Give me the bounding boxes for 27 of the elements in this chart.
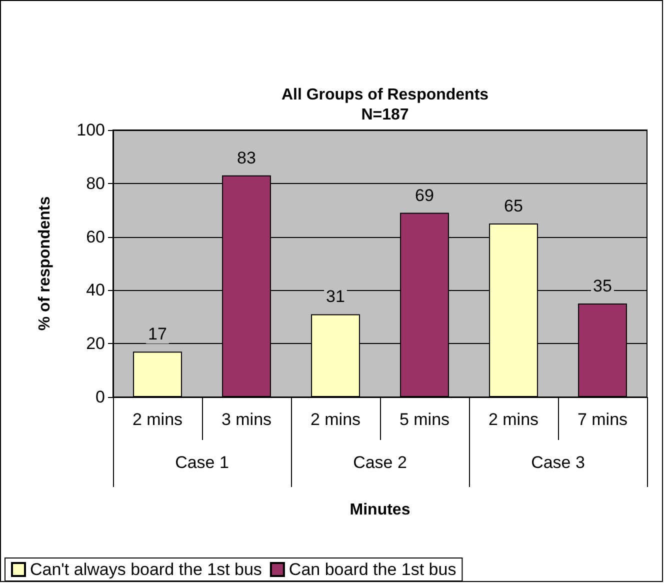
y-tick-label: 40 [86, 280, 105, 300]
x-tick-label: 7 mins [577, 410, 628, 429]
x-tick-label: 2 mins [310, 410, 361, 429]
data-label: 17 [148, 324, 167, 344]
x-axis-title: Minutes [350, 502, 410, 518]
data-label: 31 [326, 287, 345, 306]
x-tick-label: 3 mins [221, 410, 272, 429]
text: Case 1 [175, 453, 229, 472]
legend-label: Can't always board the 1st bus [30, 560, 262, 579]
chart-title: All Groups of Respondents [281, 86, 489, 104]
legend-label: Can board the 1st bus [288, 560, 456, 579]
text: Case 2 [353, 453, 407, 472]
y-tick-label: 60 [86, 227, 105, 246]
data-label: 69 [415, 186, 434, 205]
x-tick-label: 5 mins [399, 410, 450, 429]
text: Case 3 [531, 453, 585, 472]
x-tick-label: 2 mins [488, 410, 539, 429]
y-tick-label: 80 [86, 174, 105, 193]
y-axis-title: % of respondents [36, 196, 54, 331]
y-tick-label: 100 [76, 120, 105, 140]
data-label: 65 [504, 196, 523, 216]
data-label: 35 [593, 276, 612, 296]
y-tick-label: 0 [96, 388, 105, 406]
data-label: 83 [237, 148, 256, 168]
x-tick-label: 2 mins [132, 410, 183, 429]
y-tick-label: 20 [86, 334, 105, 354]
chart-subtitle: N=187 [361, 106, 409, 124]
